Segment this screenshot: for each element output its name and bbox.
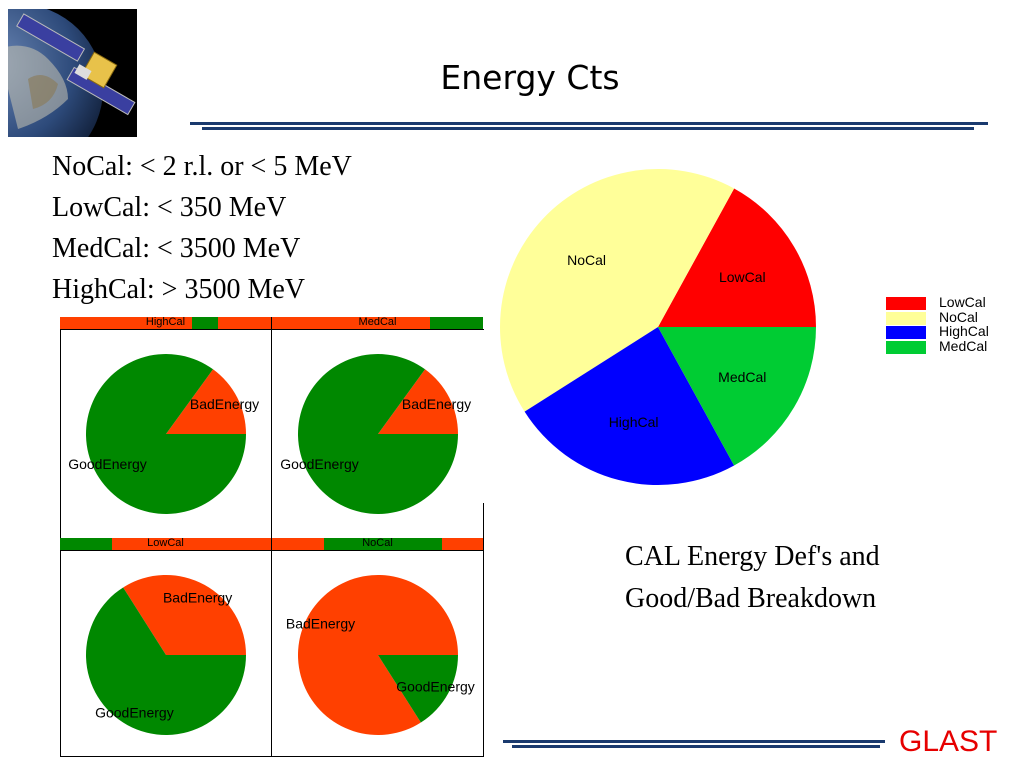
pie-label-badenergy: BadEnergy xyxy=(190,396,259,412)
definition-line: NoCal: < 2 r.l. or < 5 MeV xyxy=(52,151,352,182)
title-rule xyxy=(190,122,988,125)
title-bar-segment xyxy=(192,317,218,329)
panel-title: HighCal xyxy=(145,317,186,328)
definition-line: HighCal: > 3500 MeV xyxy=(52,274,305,305)
pie-label-badenergy: BadEnergy xyxy=(402,396,471,412)
pie-grid: HighCal BadEnergy GoodEnergy MedCal BadEn… xyxy=(60,317,484,757)
pie-chart: BadEnergy GoodEnergy xyxy=(280,354,471,515)
legend-swatch xyxy=(886,326,926,339)
pie-label-lowcal: LowCal xyxy=(719,269,766,285)
panel-title: MedCal xyxy=(358,317,397,328)
pie-label-badenergy: BadEnergy xyxy=(163,590,232,606)
title-rule xyxy=(202,127,974,130)
legend-label: LowCal xyxy=(939,294,986,310)
legend-swatch xyxy=(886,311,926,325)
legend-label: NoCal xyxy=(939,308,978,325)
title-bar-segment xyxy=(60,538,271,550)
pie-slice-goodenergy xyxy=(378,655,458,723)
pie-panel-nocal: NoCal BadEnergy GoodEnergy xyxy=(272,538,483,757)
category-pie-chart: LowCal NoCal HighCal MedCal xyxy=(500,168,816,486)
slide-title: Energy Cts xyxy=(440,58,620,97)
title-bar-segment xyxy=(60,317,271,329)
pie-label-medcal: MedCal xyxy=(718,369,766,385)
title-bar-segment xyxy=(430,317,483,329)
grid-frame xyxy=(60,317,484,757)
definition-line: MedCal: < 3500 MeV xyxy=(52,233,301,264)
pie-chart: BadEnergy GoodEnergy xyxy=(68,354,259,515)
panel-title: NoCal xyxy=(362,538,393,549)
pie-slice-goodenergy xyxy=(298,354,459,515)
pie-panel-highcal: HighCal BadEnergy GoodEnergy xyxy=(60,317,271,536)
pie-panel-medcal: MedCal BadEnergy GoodEnergy xyxy=(272,317,483,536)
pie-slice-badenergy xyxy=(298,575,458,736)
glast-logo: GLAST xyxy=(899,725,998,758)
pie-slice-badenergy xyxy=(378,369,458,434)
pie-label-goodenergy: GoodEnergy xyxy=(95,705,174,721)
panel-title-bar: HighCal xyxy=(60,317,271,329)
pie-label-badenergy: BadEnergy xyxy=(286,615,355,631)
pie-slice-badenergy xyxy=(123,574,246,655)
pie-slice-medcal xyxy=(658,327,816,466)
legend-swatch xyxy=(886,297,926,310)
pie-slice-goodenergy xyxy=(86,587,247,735)
panel-title-bar: MedCal xyxy=(272,317,483,329)
pie-slice-badenergy xyxy=(166,369,246,434)
pie-label-goodenergy: GoodEnergy xyxy=(280,456,359,472)
title-bar-segment xyxy=(60,538,112,550)
pie-panel-lowcal: LowCal BadEnergy GoodEnergy xyxy=(60,538,271,757)
legend-swatch xyxy=(886,340,926,354)
pie-chart: BadEnergy GoodEnergy xyxy=(286,575,475,736)
title-bar-segment xyxy=(324,538,442,550)
definition-line: LowCal: < 350 MeV xyxy=(52,192,287,223)
pie-label-goodenergy: GoodEnergy xyxy=(68,456,147,472)
pie-label-highcal: HighCal xyxy=(609,414,659,430)
pie-label-nocal: NoCal xyxy=(567,252,606,268)
pie-slice-nocal xyxy=(500,168,735,412)
pie-label-goodenergy: GoodEnergy xyxy=(396,679,475,695)
legend-label: MedCal xyxy=(939,337,988,354)
pie-slice-lowcal xyxy=(658,188,816,327)
legend-label: HighCal xyxy=(939,323,989,339)
panel-title: LowCal xyxy=(147,538,184,549)
panel-title-bar: LowCal xyxy=(60,538,271,550)
caption-line: Good/Bad Breakdown xyxy=(625,583,877,614)
definitions-list: NoCal: < 2 r.l. or < 5 MeV LowCal: < 350… xyxy=(52,146,352,310)
pie-chart: BadEnergy GoodEnergy xyxy=(86,574,247,735)
footer-rule xyxy=(512,745,880,748)
panel-title-bar: NoCal xyxy=(272,538,483,550)
pie-slice-highcal xyxy=(524,327,735,486)
caption-line: CAL Energy Def's and xyxy=(625,541,880,572)
satellite-image xyxy=(8,9,137,137)
slide-caption: CAL Energy Def's and Good/Bad Breakdown xyxy=(625,536,880,620)
pie-slice-goodenergy xyxy=(86,354,247,515)
footer-rule xyxy=(503,740,885,743)
